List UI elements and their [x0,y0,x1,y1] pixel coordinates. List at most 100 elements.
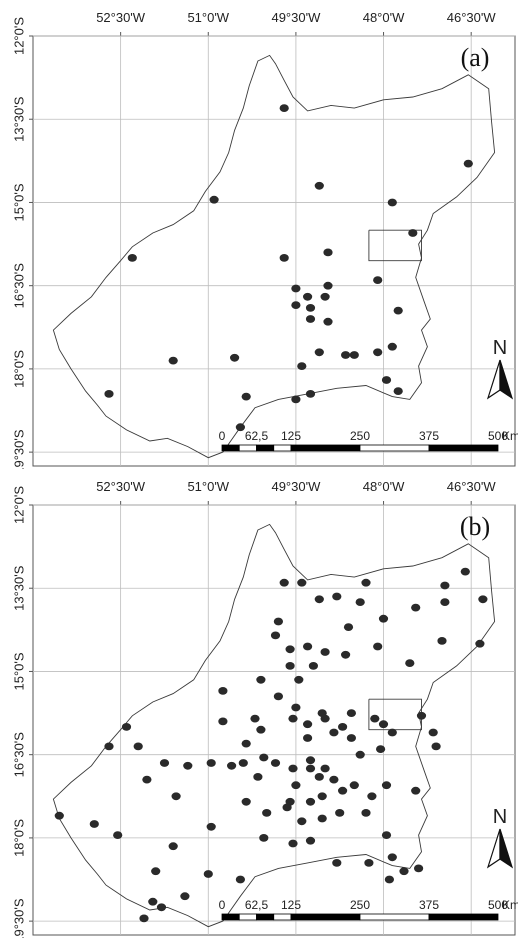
station-point [279,104,289,112]
station-point [288,764,298,773]
station-point [320,714,330,723]
station-point [127,254,137,262]
station-point [183,761,193,770]
station-point [367,792,377,801]
panel-label: (b) [460,512,490,541]
station-point [139,914,149,923]
station-point [282,803,292,812]
station-point [387,342,397,351]
station-point [259,834,269,842]
station-point [341,351,351,359]
station-point [259,753,269,762]
station-point [279,578,289,587]
station-point [440,581,450,590]
station-point [305,764,316,773]
station-point [332,592,342,601]
station-point [346,734,356,742]
station-point [314,181,324,190]
station-point [335,809,345,817]
station-point [463,159,473,168]
station-point [370,714,380,723]
scale-segment [428,444,499,452]
station-point [305,304,316,312]
station-point [437,637,447,645]
station-point [381,831,392,839]
station-point [320,764,330,773]
station-point [475,639,485,648]
scale-segment [238,913,257,921]
station-point [416,711,427,720]
map-frame [32,504,516,936]
station-point [314,348,324,357]
map-panel-b: 52°30'W 51°0'W 49°30'W 48°0'W 46°30'W 12°0'S 1… [0,469,518,943]
station-point [349,781,359,790]
station-point [349,351,359,359]
station-point [341,650,351,659]
scale-bar [221,444,499,452]
lat-label: 12°0'S [11,17,26,55]
lon-label: 52°30'W [96,10,146,25]
station-point [308,662,318,670]
station-point [387,728,397,737]
scale-segment [256,913,275,921]
state-boundary [52,54,496,459]
station-point [373,276,383,284]
scale-unit-label: Km [502,429,518,443]
station-point [320,648,330,656]
station-point [320,292,330,301]
station-point [343,623,354,631]
north-label: N [493,337,507,359]
station-point [323,248,333,257]
station-point [361,578,371,587]
lat-label: 19°30'S [11,898,26,938]
station-point [227,761,237,770]
station-point [305,756,316,765]
station-point [159,759,170,767]
lat-label: 18°0'S [11,819,26,857]
station-point [338,786,348,795]
station-point [218,717,228,726]
north-arrow-icon [486,828,514,869]
lon-label: 46°30'W [447,479,497,494]
lon-label: 49°30'W [271,479,321,494]
station-point [168,356,178,365]
scale-label: 250 [350,898,370,912]
station-point [206,759,216,767]
station-point [303,734,313,742]
lon-label: 51°0'W [187,479,229,494]
station-point [329,775,339,784]
station-point [291,284,301,293]
station-point [364,859,374,867]
station-point [256,675,266,684]
station-point [373,348,383,357]
station-point [113,831,123,839]
station-point [270,759,281,767]
station-point [285,645,295,654]
federal-district-boundary [368,698,422,731]
station-point [151,867,161,876]
station-point [297,817,307,826]
station-point [209,195,219,204]
lat-label: 19°30'S [11,429,26,469]
lat-label: 15°0'S [11,652,26,690]
scale-label: 500 [488,429,508,443]
station-point [387,853,397,862]
station-point [288,839,298,848]
lat-label: 18°0'S [11,350,26,388]
station-point [203,870,213,878]
map-b-svg: 52°30'W 51°0'W 49°30'W 48°0'W 46°30'W 12°0'S 1… [11,479,518,943]
lat-label: 13°30'S [11,565,26,611]
station-point [291,781,301,790]
scale-bar [221,913,499,921]
station-point [378,614,389,623]
map-a-svg: 52°30'W 51°0'W 49°30'W 48°0'W 46°30'W 12°0'S 1… [11,10,518,475]
station-point [273,692,283,701]
lat-label: 16°30'S [11,263,26,309]
station-point [121,723,132,731]
scale-segment [359,444,430,452]
station-point [460,567,470,576]
station-point [291,703,301,712]
station-point [332,859,342,867]
station-point [303,292,313,301]
station-point [279,254,289,262]
